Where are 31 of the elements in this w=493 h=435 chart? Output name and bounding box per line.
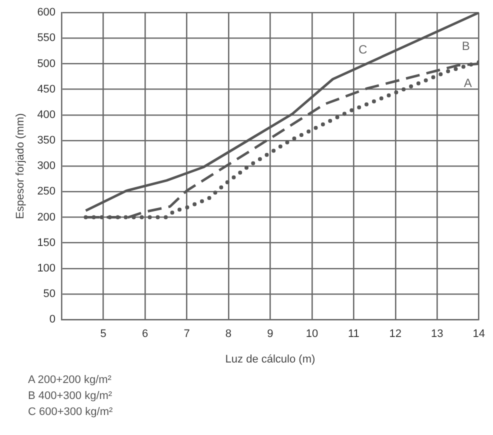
y-tick-label: 400 [37, 108, 56, 121]
text: C 600+300 kg/m² [28, 405, 113, 420]
text: B 400+300 kg/m² [28, 389, 113, 404]
x-tick-label: 6 [142, 328, 148, 340]
y-tick-label: 500 [37, 58, 56, 70]
x-tick-label: 13 [431, 328, 444, 340]
series-label: B [462, 39, 470, 54]
x-tick-label: 12 [389, 328, 402, 340]
text: A 200+200 kg/m² [28, 373, 112, 388]
y-tick-label: 100 [37, 262, 56, 274]
y-tick-label: 0 [49, 314, 56, 326]
y-tick-label: 550 [37, 32, 56, 44]
y-tick-label: 200 [37, 211, 56, 224]
y-tick-label: 450 [37, 83, 56, 96]
x-tick-label: 8 [225, 328, 232, 340]
y-tick-label: 600 [37, 6, 56, 19]
x-tick-label: 11 [348, 328, 360, 340]
x-tick-label: 10 [306, 328, 318, 340]
x-tick-label: 7 [184, 328, 190, 340]
series-label: A [464, 76, 472, 90]
x-tick-label: 9 [267, 328, 274, 340]
y-tick-label: 300 [37, 160, 56, 172]
series-label: C [358, 42, 368, 57]
y-axis-title: Espesor forjado (mm) [14, 113, 27, 219]
y-tick-label: 150 [37, 236, 56, 249]
x-tick-label: 14 [472, 328, 486, 340]
x-tick-label: 5 [100, 328, 106, 340]
y-tick-label: 350 [37, 134, 56, 147]
x-axis-title: Luz de cálculo (m) [225, 353, 316, 366]
y-tick-label: 250 [37, 186, 56, 198]
y-tick-label: 50 [43, 288, 56, 300]
